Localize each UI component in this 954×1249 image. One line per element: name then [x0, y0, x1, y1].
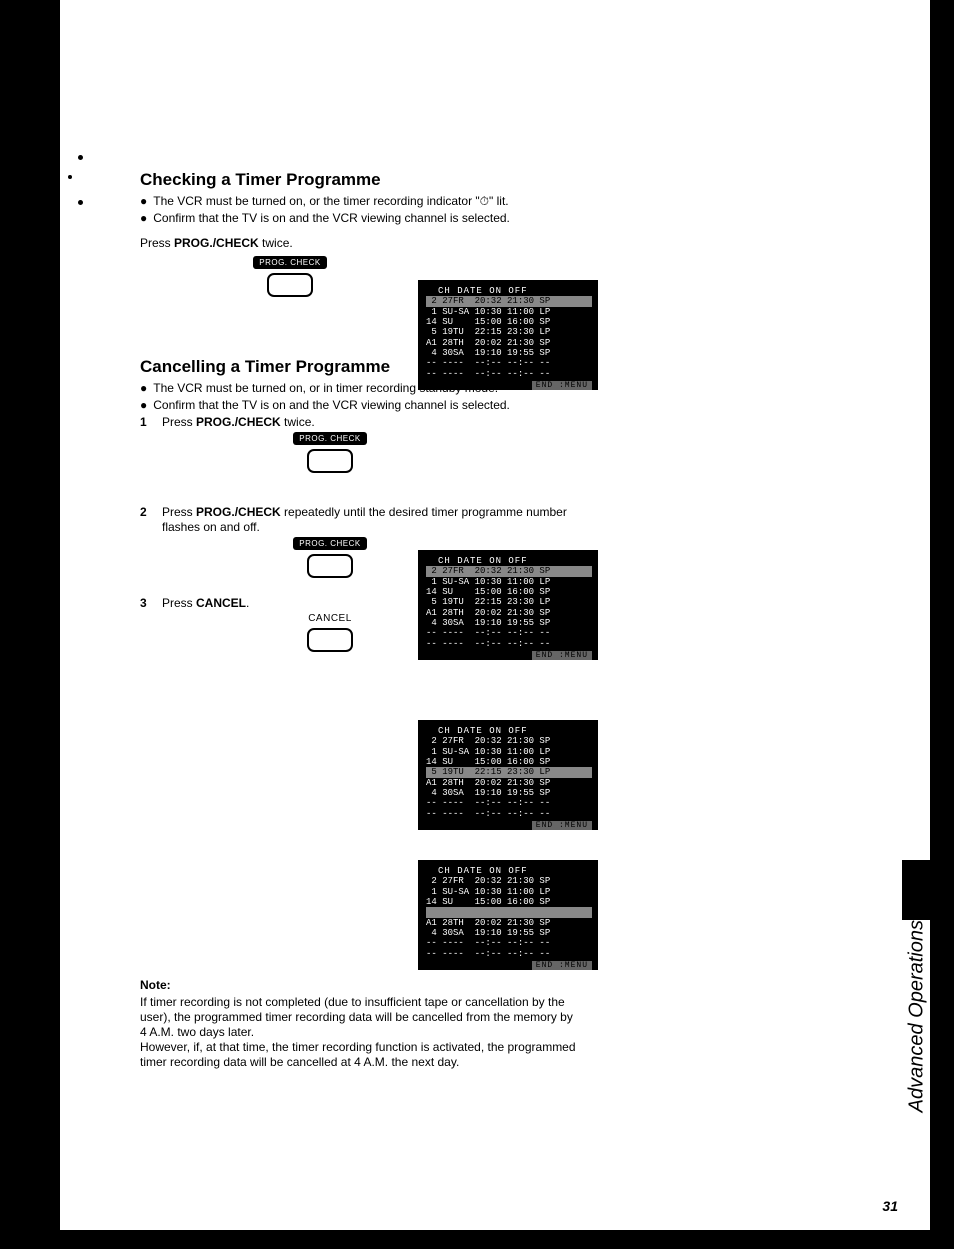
osd-row-hl: 2 27FR 20:32 21:30 SP [426, 566, 592, 576]
osd-row: -- ---- --:-- --:-- -- [426, 949, 592, 959]
osd-row: 14 SU 15:00 16:00 SP [426, 587, 592, 597]
button-figure-progcheck: PROG. CHECK [270, 432, 390, 473]
step-text: Press PROG./CHECK repeatedly until the d… [162, 505, 580, 535]
section-title-checking: Checking a Timer Programme [140, 170, 580, 190]
button-figure-cancel: CANCEL [270, 613, 390, 652]
side-label: Advanced Operations [905, 920, 928, 1112]
osd-row: -- ---- --:-- --:-- -- [426, 369, 592, 379]
button-label: PROG. CHECK [253, 256, 327, 269]
osd-row: -- ---- --:-- --:-- -- [426, 809, 592, 819]
side-tab [902, 860, 930, 920]
step-num: 1 [140, 415, 152, 430]
osd-row: 5 19TU 22:15 23:30 LP [426, 597, 592, 607]
osd-row-hl: 2 27FR 20:32 21:30 SP [426, 296, 592, 306]
osd-row: 4 30SA 19:10 19:55 SP [426, 348, 592, 358]
bullet-text: The VCR must be turned on, or the timer … [153, 194, 508, 209]
bullet: ● Confirm that the TV is on and the VCR v… [140, 211, 580, 226]
osd-row: 1 SU-SA 10:30 11:00 LP [426, 747, 592, 757]
speck [78, 155, 83, 160]
bullet-dot: ● [140, 194, 147, 209]
bullet-dot: ● [140, 381, 147, 396]
button-shape [307, 628, 353, 652]
osd-screen-4: CH DATE ON OFF 2 27FR 20:32 21:30 SP 1 S… [418, 860, 598, 970]
osd-row: 4 30SA 19:10 19:55 SP [426, 788, 592, 798]
button-shape [307, 449, 353, 473]
button-shape [307, 554, 353, 578]
osd-row-hl [426, 907, 592, 917]
osd-row: 1 SU-SA 10:30 11:00 LP [426, 887, 592, 897]
osd-row: 1 SU-SA 10:30 11:00 LP [426, 307, 592, 317]
osd-footer: END :MENU [532, 381, 592, 390]
osd-row: -- ---- --:-- --:-- -- [426, 798, 592, 808]
step-num: 3 [140, 596, 152, 611]
step: 1 Press PROG./CHECK twice. [140, 415, 580, 430]
osd-header: CH DATE ON OFF [426, 556, 592, 566]
press-instruction: Press PROG./CHECK twice. [140, 236, 580, 250]
osd-footer: END :MENU [532, 961, 592, 970]
osd-row: 4 30SA 19:10 19:55 SP [426, 618, 592, 628]
osd-row: -- ---- --:-- --:-- -- [426, 639, 592, 649]
page: Checking a Timer Programme ● The VCR must… [60, 0, 930, 1230]
osd-row: 14 SU 15:00 16:00 SP [426, 317, 592, 327]
osd-header: CH DATE ON OFF [426, 286, 592, 296]
button-label: PROG. CHECK [293, 432, 367, 445]
page-number: 31 [882, 1198, 898, 1214]
bullet-dot: ● [140, 211, 147, 226]
step: 2 Press PROG./CHECK repeatedly until the … [140, 505, 580, 535]
osd-row: 14 SU 15:00 16:00 SP [426, 897, 592, 907]
osd-row: 4 30SA 19:10 19:55 SP [426, 928, 592, 938]
bullet-dot: ● [140, 398, 147, 413]
osd-row: 2 27FR 20:32 21:30 SP [426, 876, 592, 886]
button-figure-progcheck: PROG. CHECK [270, 537, 390, 578]
bullet-text: Confirm that the TV is on and the VCR vi… [153, 398, 510, 413]
osd-footer: END :MENU [532, 651, 592, 660]
bullet: ● The VCR must be turned on, or the timer… [140, 194, 580, 209]
osd-screen-2: CH DATE ON OFF 2 27FR 20:32 21:30 SP 1 S… [418, 550, 598, 660]
osd-row: -- ---- --:-- --:-- -- [426, 938, 592, 948]
osd-footer: END :MENU [532, 821, 592, 830]
osd-screen-3: CH DATE ON OFF 2 27FR 20:32 21:30 SP 1 S… [418, 720, 598, 830]
osd-screen-1: CH DATE ON OFF 2 27FR 20:32 21:30 SP 1 S… [418, 280, 598, 390]
step-num: 2 [140, 505, 152, 535]
osd-row: A1 28TH 20:02 21:30 SP [426, 608, 592, 618]
bullet: ● Confirm that the TV is on and the VCR v… [140, 398, 580, 413]
button-shape [267, 273, 313, 297]
speck [78, 200, 83, 205]
osd-row: 2 27FR 20:32 21:30 SP [426, 736, 592, 746]
osd-row: A1 28TH 20:02 21:30 SP [426, 778, 592, 788]
step-text: Press CANCEL. [162, 596, 249, 611]
osd-row: 5 19TU 22:15 23:30 LP [426, 327, 592, 337]
osd-header: CH DATE ON OFF [426, 866, 592, 876]
speck [68, 175, 72, 179]
note-body: If timer recording is not completed (due… [140, 995, 580, 1070]
osd-row: -- ---- --:-- --:-- -- [426, 628, 592, 638]
osd-row-hl: 5 19TU 22:15 23:30 LP [426, 767, 592, 777]
osd-row: A1 28TH 20:02 21:30 SP [426, 918, 592, 928]
note-heading: Note: [140, 978, 580, 993]
button-figure-progcheck: PROG. CHECK [230, 256, 350, 297]
osd-row: A1 28TH 20:02 21:30 SP [426, 338, 592, 348]
osd-header: CH DATE ON OFF [426, 726, 592, 736]
button-label: CANCEL [308, 613, 352, 624]
note-block: Note: If timer recording is not complete… [140, 978, 580, 1070]
step-text: Press PROG./CHECK twice. [162, 415, 315, 430]
osd-row: -- ---- --:-- --:-- -- [426, 358, 592, 368]
osd-row: 14 SU 15:00 16:00 SP [426, 757, 592, 767]
button-label: PROG. CHECK [293, 537, 367, 550]
osd-row: 1 SU-SA 10:30 11:00 LP [426, 577, 592, 587]
bullet-text: Confirm that the TV is on and the VCR vi… [153, 211, 510, 226]
